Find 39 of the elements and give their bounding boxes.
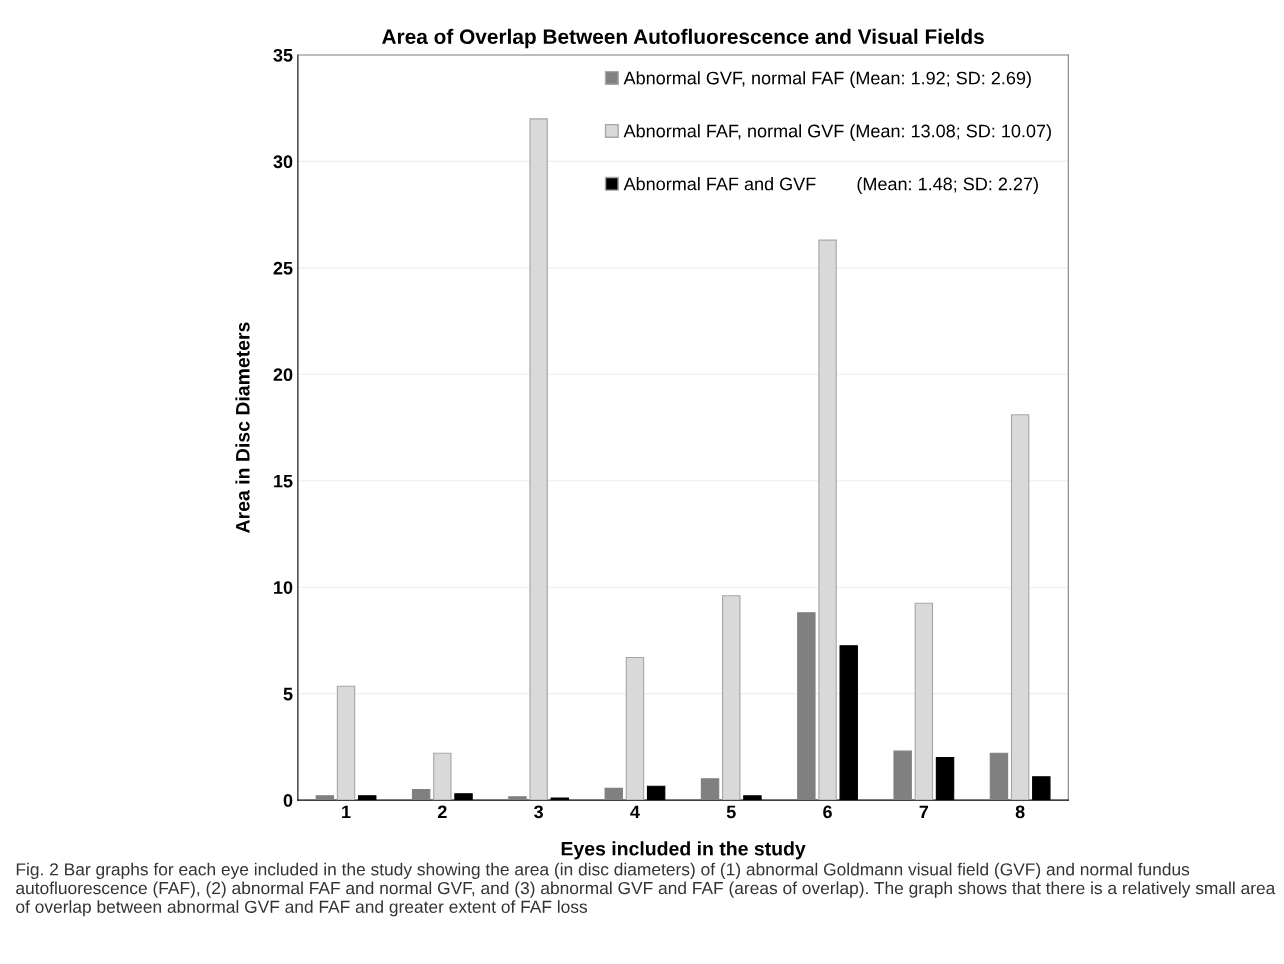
y-tick-label: 35 — [273, 48, 293, 62]
bar — [722, 595, 741, 801]
y-tick-label: 5 — [283, 687, 293, 701]
bar — [315, 795, 335, 801]
y-tick-label: 30 — [273, 155, 293, 169]
y-tick-label: 0 — [283, 794, 293, 807]
x-axis-title: Eyes included in the study — [561, 841, 806, 860]
legend-label: Abnormal FAF, normal GVF (Mean: 13.08; SD: 10.07) — [623, 124, 1051, 141]
bar — [797, 612, 816, 801]
x-tick-label: 2 — [437, 805, 447, 819]
x-tick-label: 5 — [726, 805, 736, 819]
bar — [604, 787, 623, 801]
bar — [529, 118, 548, 801]
x-tick-label: 8 — [1015, 805, 1025, 819]
x-tick-label: 1 — [342, 805, 351, 819]
y-axis-title: Area in Disc Diameters — [235, 322, 250, 533]
y-tick-label: 10 — [274, 581, 293, 594]
chart-title: Area of Overlap Between Autofluorescence and Visual Fields — [382, 28, 984, 49]
y-tick-label: 25 — [273, 261, 293, 275]
bar — [508, 796, 527, 801]
y-tick-label: 15 — [274, 474, 293, 488]
bar — [411, 788, 431, 801]
bar — [914, 602, 934, 801]
bar — [336, 685, 356, 801]
x-tick-label: 4 — [630, 805, 640, 819]
bar — [818, 239, 837, 801]
caption: Fig. 2 Bar graphs for each eye included in the study showing the area (in disc diameters) of (1) abnormal Goldmann visual field (GVF) and normal fundus autofluorescence (FAF), (2) abnormal FAF and normal GVF, and (3) abnormal GVF and FAF (areas of overlap). The graph shows that there is a relatively small area of overlap between abnormal GVF and FAF and greater extent of FAF loss — [16, 862, 1276, 917]
bar — [433, 752, 452, 801]
bar — [989, 752, 1009, 801]
x-tick-label: 6 — [823, 805, 832, 819]
legend-label: Abnormal GVF, normal FAF (Mean: 1.92; SD: 2.69) — [623, 71, 1031, 89]
legend-label: Abnormal FAF and GVF (Mean: 1.48; SD: 2.27) — [623, 177, 1038, 194]
bar — [625, 656, 645, 801]
y-tick-label: 20 — [273, 368, 293, 382]
bar — [1010, 414, 1030, 801]
x-tick-label: 3 — [534, 805, 544, 819]
bar — [700, 778, 720, 801]
x-tick-label: 7 — [919, 805, 929, 819]
bar — [893, 750, 912, 801]
